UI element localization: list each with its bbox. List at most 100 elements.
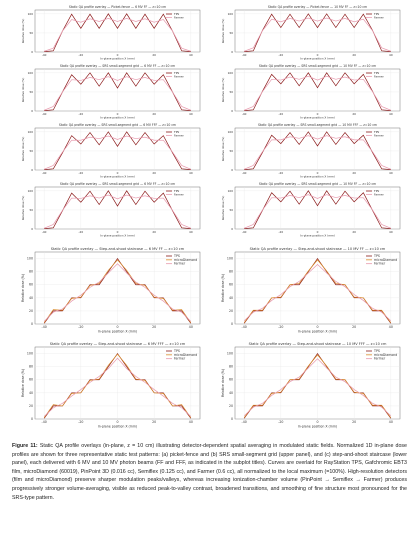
y-tick-label: 50 bbox=[229, 90, 233, 94]
x-axis-label: In-plane position X (mm) bbox=[100, 234, 135, 238]
panel-title: Static QA profile overlay — Picket-fence… bbox=[268, 5, 367, 9]
y-tick-label: 20 bbox=[29, 404, 33, 408]
y-tick-label: 100 bbox=[28, 71, 34, 75]
caption-text: Static QA profile overlays (in-plane, z … bbox=[12, 443, 407, 501]
x-tick-label: -40 bbox=[42, 112, 47, 116]
legend-label: Farmer bbox=[374, 262, 386, 266]
legend-label: Farmer bbox=[374, 15, 385, 19]
x-tick-label: -20 bbox=[279, 53, 284, 57]
legend-label: microDiamond bbox=[174, 353, 197, 357]
x-tick-label: 40 bbox=[389, 171, 393, 175]
panel-title: Static QA profile overlay — SRS small-se… bbox=[259, 182, 376, 186]
x-tick-label: 20 bbox=[152, 53, 156, 57]
profile-line bbox=[44, 194, 191, 229]
y-tick-label: 50 bbox=[229, 208, 233, 212]
y-tick-label: 60 bbox=[229, 378, 233, 382]
y-tick-label: 50 bbox=[29, 149, 33, 153]
y-tick-label: 100 bbox=[227, 257, 233, 261]
x-tick-label: 20 bbox=[352, 325, 356, 329]
x-tick-label: -40 bbox=[242, 171, 247, 175]
x-tick-label: 40 bbox=[389, 325, 393, 329]
x-tick-label: 40 bbox=[189, 325, 193, 329]
x-tick-label: -40 bbox=[242, 420, 247, 424]
x-tick-label: -40 bbox=[42, 171, 47, 175]
y-tick-label: 100 bbox=[228, 189, 234, 193]
y-tick-label: 20 bbox=[229, 309, 233, 313]
x-tick-label: 0 bbox=[117, 171, 119, 175]
x-tick-label: 20 bbox=[152, 420, 156, 424]
y-tick-label: 100 bbox=[228, 130, 234, 134]
profile-line bbox=[244, 75, 391, 111]
x-tick-label: -20 bbox=[279, 171, 284, 175]
panel: 0 50 100 -40 -20 0 20 40 In-plane position X (mm… bbox=[221, 5, 401, 61]
x-tick-label: -40 bbox=[42, 420, 47, 424]
legend-label: TPS bbox=[373, 130, 379, 134]
x-tick-label: 0 bbox=[116, 325, 118, 329]
legend-label: Farmer bbox=[174, 15, 185, 19]
x-tick-label: 40 bbox=[189, 171, 193, 175]
profile-line bbox=[244, 72, 391, 111]
y-tick-label: 0 bbox=[231, 322, 233, 326]
panel-title: Static QA profile overlay — Step-and-sho… bbox=[51, 247, 185, 251]
x-tick-label: 20 bbox=[352, 171, 356, 175]
x-tick-label: -40 bbox=[242, 230, 247, 234]
y-axis-label: Relative dose (%) bbox=[21, 78, 25, 103]
profile-line bbox=[44, 190, 191, 229]
y-tick-label: 0 bbox=[31, 322, 33, 326]
profile-line bbox=[243, 354, 392, 418]
panel-title: Static QA profile overlay — SRS small-se… bbox=[60, 64, 175, 68]
profile-line bbox=[244, 17, 391, 52]
y-tick-label: 50 bbox=[229, 31, 233, 35]
x-tick-label: -40 bbox=[42, 230, 47, 234]
caption: Figure 11: Static QA profile overlays (i… bbox=[12, 442, 407, 502]
x-tick-label: 40 bbox=[389, 230, 393, 234]
panel-title: Static QA profile overlay — Step-and-sho… bbox=[249, 342, 387, 346]
y-axis-label: Relative dose (%) bbox=[21, 137, 25, 162]
y-axis-label: Relative dose (%) bbox=[21, 274, 25, 302]
y-axis-label: Relative dose (%) bbox=[221, 19, 225, 44]
y-axis-label: Relative dose (%) bbox=[221, 274, 225, 302]
legend-label: Farmer bbox=[174, 262, 186, 266]
x-tick-label: 0 bbox=[317, 230, 319, 234]
panel-title: Static QA profile overlay — SRS small-se… bbox=[60, 182, 175, 186]
panel: 0 20 40 60 80 100 -40 -20 0 20 40 In-plane position… bbox=[21, 247, 201, 334]
y-tick-label: 0 bbox=[31, 168, 33, 172]
panel-title: Static QA profile overlay — Step-and-sho… bbox=[50, 342, 186, 346]
y-tick-label: 100 bbox=[228, 12, 234, 16]
x-tick-label: -40 bbox=[242, 53, 247, 57]
y-tick-label: 50 bbox=[229, 149, 233, 153]
y-tick-label: 100 bbox=[228, 71, 234, 75]
x-tick-label: -20 bbox=[79, 53, 84, 57]
y-tick-label: 40 bbox=[29, 391, 33, 395]
x-tick-label: -20 bbox=[279, 112, 284, 116]
legend-label: TPS bbox=[173, 12, 179, 16]
y-tick-label: 0 bbox=[231, 109, 233, 113]
y-axis-label: Relative dose (%) bbox=[221, 196, 225, 221]
panel: 0 50 100 -40 -20 0 20 40 In-plane position X (mm… bbox=[221, 123, 401, 179]
x-axis-label: In-plane position X (mm) bbox=[300, 57, 335, 61]
x-tick-label: 0 bbox=[116, 420, 118, 424]
legend-label: TPS bbox=[373, 71, 379, 75]
x-tick-label: 20 bbox=[152, 112, 156, 116]
panel: 0 20 40 60 80 100 -40 -20 0 20 40 In-plane position… bbox=[221, 342, 401, 429]
x-tick-label: 20 bbox=[352, 420, 356, 424]
y-tick-label: 100 bbox=[227, 352, 233, 356]
y-axis-label: Relative dose (%) bbox=[221, 369, 225, 397]
profile-line bbox=[44, 76, 191, 111]
legend-label: TPS bbox=[173, 254, 180, 258]
legend-label: Farmer bbox=[374, 192, 385, 196]
y-tick-label: 20 bbox=[29, 309, 33, 313]
x-tick-label: 0 bbox=[117, 230, 119, 234]
x-tick-label: 20 bbox=[152, 171, 156, 175]
x-axis-label: In-plane position X (mm) bbox=[298, 425, 338, 429]
legend-label: microDiamond bbox=[374, 258, 397, 262]
y-tick-label: 0 bbox=[31, 109, 33, 113]
legend-label: Farmer bbox=[374, 74, 385, 78]
panel-title: Static QA profile overlay — SRS small-se… bbox=[258, 123, 377, 127]
x-tick-label: -40 bbox=[242, 325, 247, 329]
y-tick-label: 80 bbox=[229, 365, 233, 369]
legend-label: TPS bbox=[173, 130, 179, 134]
profile-line bbox=[44, 135, 191, 170]
x-tick-label: -20 bbox=[278, 420, 283, 424]
